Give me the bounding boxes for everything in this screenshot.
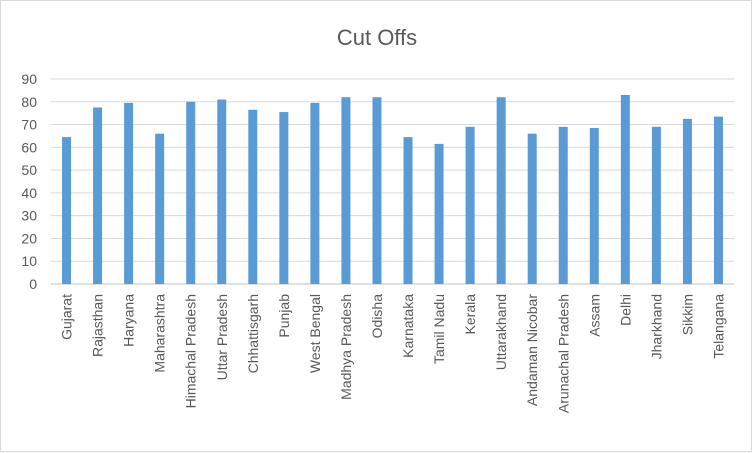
- bar-tamil-nadu: [434, 143, 444, 284]
- x-tick-label: Himachal Pradesh: [183, 294, 199, 408]
- chart-title: Cut Offs: [337, 25, 417, 50]
- bar-rajasthan: [93, 107, 103, 284]
- bar-uttar-pradesh: [217, 99, 227, 284]
- y-tick-label: 10: [21, 253, 37, 269]
- x-tick-label: Kerala: [462, 294, 478, 335]
- x-tick-label: Rajasthan: [90, 294, 106, 357]
- x-tick-label: Assam: [586, 294, 602, 337]
- x-tick-label: Telangana: [710, 294, 726, 359]
- y-tick-label: 90: [21, 71, 37, 87]
- x-tick-label: Punjab: [276, 294, 292, 338]
- bar-gujarat: [62, 137, 72, 284]
- bar-madhya-pradesh: [341, 97, 351, 284]
- x-tick-label: Chhattisgarh: [245, 294, 261, 373]
- x-tick-label: Madhya Pradesh: [338, 294, 354, 400]
- bar-assam: [589, 127, 599, 284]
- x-axis-labels: Gujarat Rajasthan Haryana Maharashtra Himach…: [59, 294, 727, 413]
- x-tick-label: West Bengal: [307, 294, 323, 373]
- bar-maharashtra: [155, 133, 165, 284]
- bar-odisha: [372, 97, 382, 284]
- y-tick-label: 0: [29, 276, 37, 292]
- y-tick-label: 40: [21, 185, 37, 201]
- bar-arunachal-pradesh: [558, 126, 568, 284]
- bar-karnataka: [403, 137, 413, 284]
- x-tick-label: Tamil Nadu: [431, 294, 447, 364]
- y-tick-label: 60: [21, 139, 37, 155]
- x-tick-label: Uttar Pradesh: [214, 294, 230, 380]
- y-tick-label: 70: [21, 117, 37, 133]
- x-tick-label: Uttarakhand: [493, 294, 509, 370]
- y-tick-label: 30: [21, 208, 37, 224]
- y-tick-label: 20: [21, 230, 37, 246]
- x-tick-label: Karnataka: [400, 294, 416, 358]
- bar-sikkim: [682, 118, 692, 284]
- x-tick-label: Andaman Nicobar: [524, 294, 540, 406]
- bar-telangana: [713, 116, 723, 284]
- x-tick-label: Maharashtra: [152, 294, 168, 373]
- x-tick-label: Haryana: [121, 294, 137, 347]
- bar-haryana: [124, 102, 134, 285]
- bar-punjab: [279, 112, 289, 285]
- x-tick-label: Arunachal Pradesh: [555, 294, 571, 413]
- bar-delhi: [620, 94, 630, 284]
- y-tick-label: 50: [21, 162, 37, 178]
- x-tick-label: Gujarat: [59, 294, 75, 340]
- x-tick-label: Odisha: [369, 294, 385, 339]
- x-tick-label: Delhi: [617, 294, 633, 326]
- bar-chhattisgarh: [248, 109, 258, 284]
- bar-kerala: [465, 126, 475, 284]
- bars: [62, 94, 723, 285]
- x-tick-label: Jharkhand: [648, 294, 664, 359]
- x-tick-label: Sikkim: [679, 294, 695, 335]
- bar-andaman-nicobar: [527, 133, 537, 284]
- bar-west-bengal: [310, 102, 320, 285]
- y-tick-label: 80: [21, 94, 37, 110]
- y-axis-ticks: 0 10 20 30 40 50 60 70 80 90: [21, 71, 37, 292]
- bar-himachal-pradesh: [186, 101, 196, 285]
- bar-uttarakhand: [496, 97, 506, 284]
- gridlines: [51, 78, 734, 285]
- bar-jharkhand: [651, 126, 661, 284]
